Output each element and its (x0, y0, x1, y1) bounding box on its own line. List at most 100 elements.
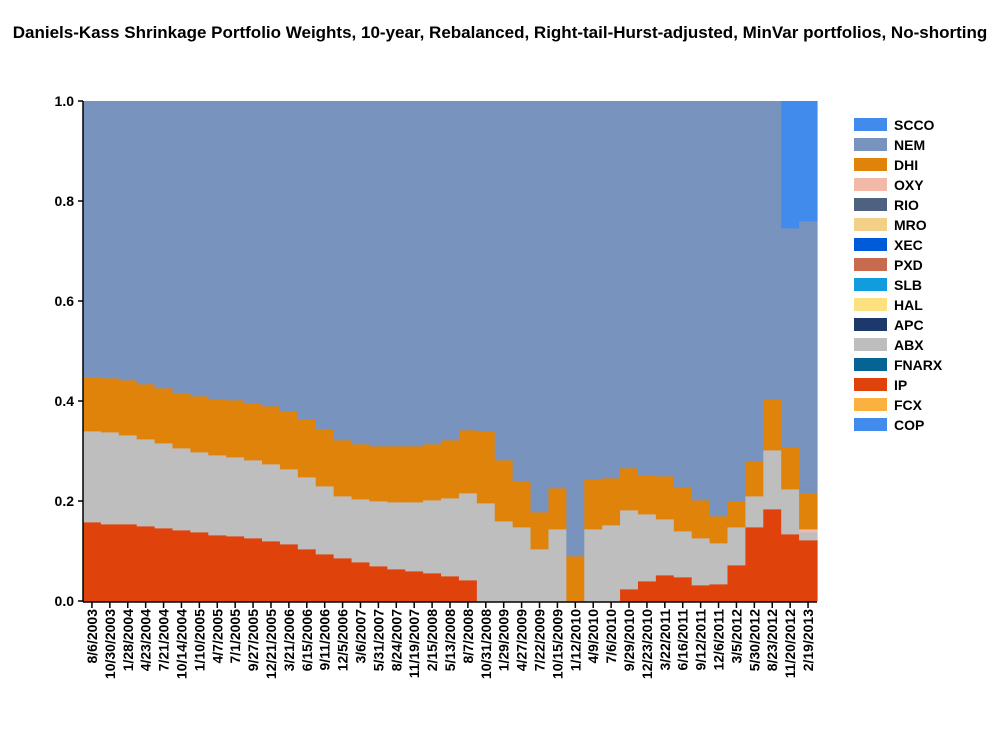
legend-label-slb: SLB (894, 277, 922, 293)
area-segment-ip (620, 589, 639, 602)
area-segment-dhi (351, 444, 371, 500)
y-tick-label: 0.8 (55, 193, 75, 209)
x-tick-label: 11/19/2007 (406, 609, 422, 679)
area-segment-abx (136, 439, 156, 527)
area-segment-dhi (709, 516, 729, 544)
area-segment-nem (566, 101, 585, 557)
x-tick-label: 1/29/2009 (496, 609, 512, 671)
x-tick-label: 12/21/2005 (263, 609, 279, 679)
area-segment-dhi (333, 440, 353, 497)
x-tick-label: 2/19/2013 (800, 609, 816, 671)
area-segment-nem (620, 101, 639, 469)
area-segment-ip (691, 585, 711, 602)
area-segment-scco (781, 101, 800, 229)
x-tick-label: 3/6/2007 (353, 609, 369, 664)
area-segment-abx (100, 432, 120, 525)
area-segment-abx (423, 500, 442, 574)
area-segment-abx (315, 486, 335, 555)
area-segment-dhi (315, 429, 335, 487)
legend-swatch-oxy (854, 178, 887, 191)
area-segment-ip (458, 580, 478, 602)
area-segment-dhi (781, 447, 800, 490)
area-segment-nem (441, 101, 460, 441)
legend-swatch-fnarx (854, 358, 887, 371)
area-segment-nem (548, 101, 567, 489)
x-tick-label: 10/31/2008 (478, 609, 494, 679)
x-tick-label: 4/7/2005 (209, 609, 225, 664)
area-segment-nem (476, 101, 496, 432)
area-segment-ip (799, 540, 818, 602)
area-segment-nem (637, 101, 657, 476)
area-segment-nem (423, 101, 442, 445)
x-tick-label: 4/9/2010 (585, 609, 601, 664)
area-segment-dhi (226, 400, 245, 458)
area-segment-ip (262, 541, 281, 602)
area-segment-nem (262, 101, 281, 407)
area-segment-nem (691, 101, 711, 501)
area-segment-abx (530, 549, 550, 602)
area-segment-dhi (244, 403, 263, 461)
area-segment-dhi (279, 411, 299, 470)
area-segment-ip (118, 524, 138, 602)
chart-axes: 0.0 0.2 0.4 0.6 0.8 1.0 8/6/2003 10/30/2003 1/28… (55, 93, 817, 679)
legend-label-dhi: DHI (894, 157, 918, 173)
area-segment-abx (172, 448, 192, 531)
legend-label-cop: COP (894, 417, 924, 433)
area-segment-nem (602, 101, 621, 479)
area-segment-abx (226, 457, 245, 537)
area-segment-abx (118, 435, 138, 525)
legend-label-fcx: FCX (894, 397, 923, 413)
area-segment-dhi (566, 556, 585, 602)
area-segment-abx (799, 532, 818, 541)
area-segment-ip (244, 538, 263, 602)
legend-label-ip: IP (894, 377, 907, 393)
area-segment-nem (279, 101, 299, 412)
x-tick-label: 8/24/2007 (388, 609, 404, 671)
area-segment-abx (476, 503, 496, 602)
area-segment-nem (655, 101, 675, 477)
area-segment-abx (441, 498, 460, 577)
area-segment-ip (655, 575, 675, 602)
x-tick-label: 2/15/2008 (424, 609, 440, 671)
x-tick-label: 3/21/2006 (281, 609, 297, 671)
area-segment-abx (673, 531, 693, 578)
legend: SCCO NEM DHI OXY RIO MRO XEC PXD SLB HAL APC ABX FNA… (854, 117, 943, 433)
legend-label-abx: ABX (894, 337, 924, 353)
area-segment-ip (297, 549, 317, 602)
area-segment-dhi (620, 468, 639, 511)
area-segment-abx (262, 464, 281, 542)
legend-label-rio: RIO (894, 197, 919, 213)
x-tick-label: 9/27/2005 (245, 609, 261, 671)
area-segment-nem (530, 101, 550, 513)
area-segment-dhi (387, 446, 406, 503)
legend-swatch-dhi (854, 158, 887, 171)
area-segment-abx (691, 538, 711, 586)
area-segment-ip (351, 562, 371, 602)
area-segment-nem (369, 101, 388, 447)
area-segment-nem (226, 101, 245, 401)
area-segment-ip (100, 524, 120, 602)
area-segment-abx (244, 460, 263, 539)
area-segment-abx (763, 450, 782, 510)
area-segment-nem (351, 101, 371, 445)
area-segment-nem (709, 101, 729, 517)
legend-swatch-apc (854, 318, 887, 331)
area-segment-abx (154, 443, 174, 529)
x-tick-label: 8/23/2012 (764, 609, 780, 671)
x-tick-label: 10/30/2003 (102, 609, 118, 679)
x-tick-label: 5/30/2012 (746, 609, 762, 671)
area-segment-dhi (548, 488, 567, 530)
area-segment-dhi (512, 481, 532, 528)
legend-swatch-ip (854, 378, 887, 391)
x-tick-label: 1/28/2004 (120, 609, 136, 671)
chart-title: Daniels-Kass Shrinkage Portfolio Weights… (12, 23, 988, 42)
area-segment-ip (405, 571, 424, 602)
area-segment-abx (512, 527, 532, 602)
legend-label-hal: HAL (894, 297, 923, 313)
area-segment-ip (387, 569, 406, 602)
area-segment-dhi (691, 500, 711, 539)
area-segment-scco (799, 101, 818, 222)
area-segment-ip (763, 509, 782, 602)
area-segment-ip (673, 577, 693, 602)
